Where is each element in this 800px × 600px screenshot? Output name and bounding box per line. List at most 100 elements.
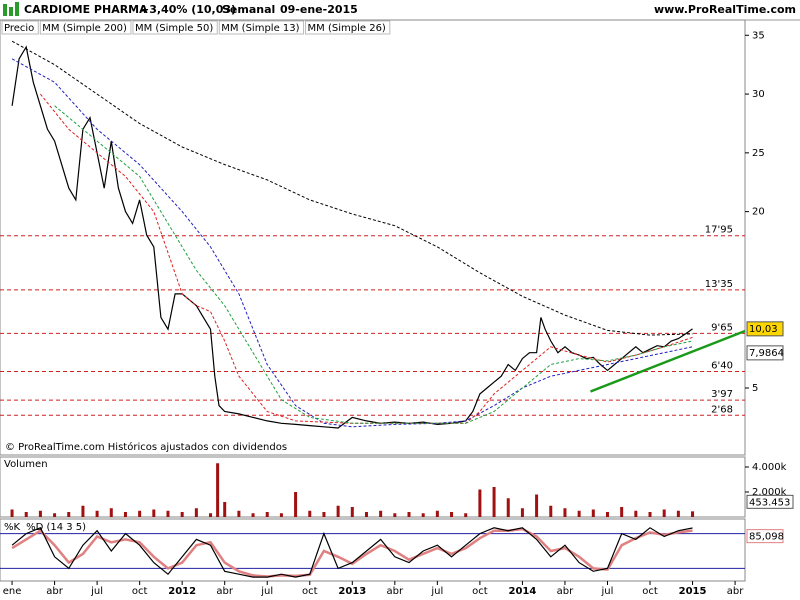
- volume-bar: [506, 498, 510, 517]
- volume-bar: [492, 487, 496, 517]
- legend-box: [39, 20, 132, 35]
- x-tick-label: jul: [601, 586, 614, 597]
- last-volume-box: [746, 494, 794, 509]
- logo-icon: [3, 4, 7, 16]
- y-tick-label: 25: [752, 148, 765, 159]
- volume-bar: [109, 508, 113, 517]
- legend-box: [218, 20, 305, 35]
- x-tick-label: abr: [216, 586, 233, 597]
- trendline: [590, 329, 746, 393]
- volume-title: Volumen: [4, 459, 48, 470]
- price-panel: [0, 19, 746, 456]
- volume-bar: [223, 502, 227, 517]
- x-tick-label: jul: [430, 586, 443, 597]
- level-label: 17'95: [705, 225, 733, 236]
- volume-bar: [265, 512, 269, 517]
- volume-panel: [0, 456, 746, 518]
- volume-bar: [535, 494, 539, 517]
- price-label-box: [746, 321, 784, 337]
- volume-bar: [53, 513, 57, 517]
- volume-bar: [691, 511, 695, 517]
- moving-average: [40, 93, 693, 424]
- legend-entry: MM (Simple 26): [308, 23, 386, 34]
- legend-entry: %K: [4, 522, 21, 533]
- volume-bar: [620, 507, 624, 517]
- legend-box: [305, 20, 391, 35]
- x-tick-label: abr: [727, 586, 744, 597]
- price-label-box: [746, 345, 784, 361]
- date: 09-ene-2015: [280, 3, 358, 16]
- volume-bar: [421, 513, 425, 517]
- price-label: 7,9864: [749, 348, 784, 359]
- x-tick-label: jul: [90, 586, 103, 597]
- chart-title: CARDIOME PHARMA: [24, 3, 148, 16]
- legend-box: [1, 20, 39, 35]
- volume-bar: [393, 513, 397, 517]
- volume-bar: [464, 513, 468, 517]
- level-label: 9'65: [711, 322, 733, 333]
- logo-icon: [15, 2, 19, 16]
- stochastic-line: [11, 527, 693, 578]
- volume-bar: [662, 509, 666, 517]
- legend-entry: MM (Simple 200): [42, 23, 127, 34]
- volume-bar: [577, 510, 581, 517]
- volume-bar: [322, 512, 326, 517]
- x-tick-label: abr: [387, 586, 404, 597]
- volume-bar: [407, 512, 411, 517]
- volume-bar: [194, 508, 198, 517]
- volume-bar: [237, 510, 241, 517]
- x-tick-label: 2012: [168, 586, 196, 597]
- x-tick-label: 2013: [338, 586, 366, 597]
- volume-bar: [308, 510, 312, 517]
- change: +3,40% (10,03): [140, 3, 236, 16]
- volume-bar: [379, 510, 383, 517]
- x-tick-label: abr: [46, 586, 63, 597]
- volume-bar: [549, 505, 553, 517]
- volume-bar: [336, 505, 340, 517]
- volume-bar: [81, 505, 85, 517]
- last-stochastic-box: [746, 529, 784, 544]
- y-tick-label: 4.000k: [752, 462, 787, 473]
- volume-bar: [138, 510, 142, 517]
- legend-entry: %D (14 3 5): [26, 522, 86, 533]
- volume-bar: [605, 512, 609, 517]
- volume-bar: [520, 508, 524, 517]
- volume-bar: [591, 509, 595, 517]
- volume-bar: [24, 512, 28, 517]
- volume-bar: [216, 463, 220, 517]
- volume-bar: [180, 512, 184, 517]
- level-label: 3'97: [711, 389, 733, 400]
- source: www.ProRealTime.com: [654, 3, 796, 16]
- volume-bar: [435, 510, 439, 517]
- y-tick-label: 35: [752, 30, 765, 41]
- y-tick-label: 2.000k: [752, 487, 787, 498]
- logo-icon: [9, 7, 13, 16]
- x-tick-label: abr: [557, 586, 574, 597]
- volume-bar: [279, 513, 283, 517]
- x-tick-label: oct: [132, 586, 148, 597]
- volume-bar: [294, 492, 298, 517]
- x-tick-label: jul: [260, 586, 273, 597]
- level-label: 2'68: [711, 404, 733, 415]
- volume-bar: [10, 509, 14, 517]
- moving-average: [11, 58, 693, 428]
- x-tick-label: oct: [472, 586, 488, 597]
- volume-bar: [634, 510, 638, 517]
- volume-bar: [648, 512, 652, 517]
- y-tick-label: 20: [752, 207, 765, 218]
- volume-bar: [152, 509, 156, 517]
- legend-entry: MM (Simple 13): [221, 23, 299, 34]
- x-tick-label: ene: [3, 586, 22, 597]
- volume-bar: [478, 489, 482, 517]
- volume-bar: [95, 510, 99, 517]
- volume-bar: [123, 512, 127, 517]
- note: © ProRealTime.com Históricos ajustados c…: [5, 441, 287, 453]
- x-tick-label: 2015: [679, 586, 707, 597]
- stochastic-panel: [0, 518, 746, 582]
- y-tick-label: 5: [752, 383, 758, 394]
- last-stochastic: 85,098: [749, 532, 784, 543]
- volume-bar: [38, 510, 42, 517]
- x-tick-label: 2014: [508, 586, 536, 597]
